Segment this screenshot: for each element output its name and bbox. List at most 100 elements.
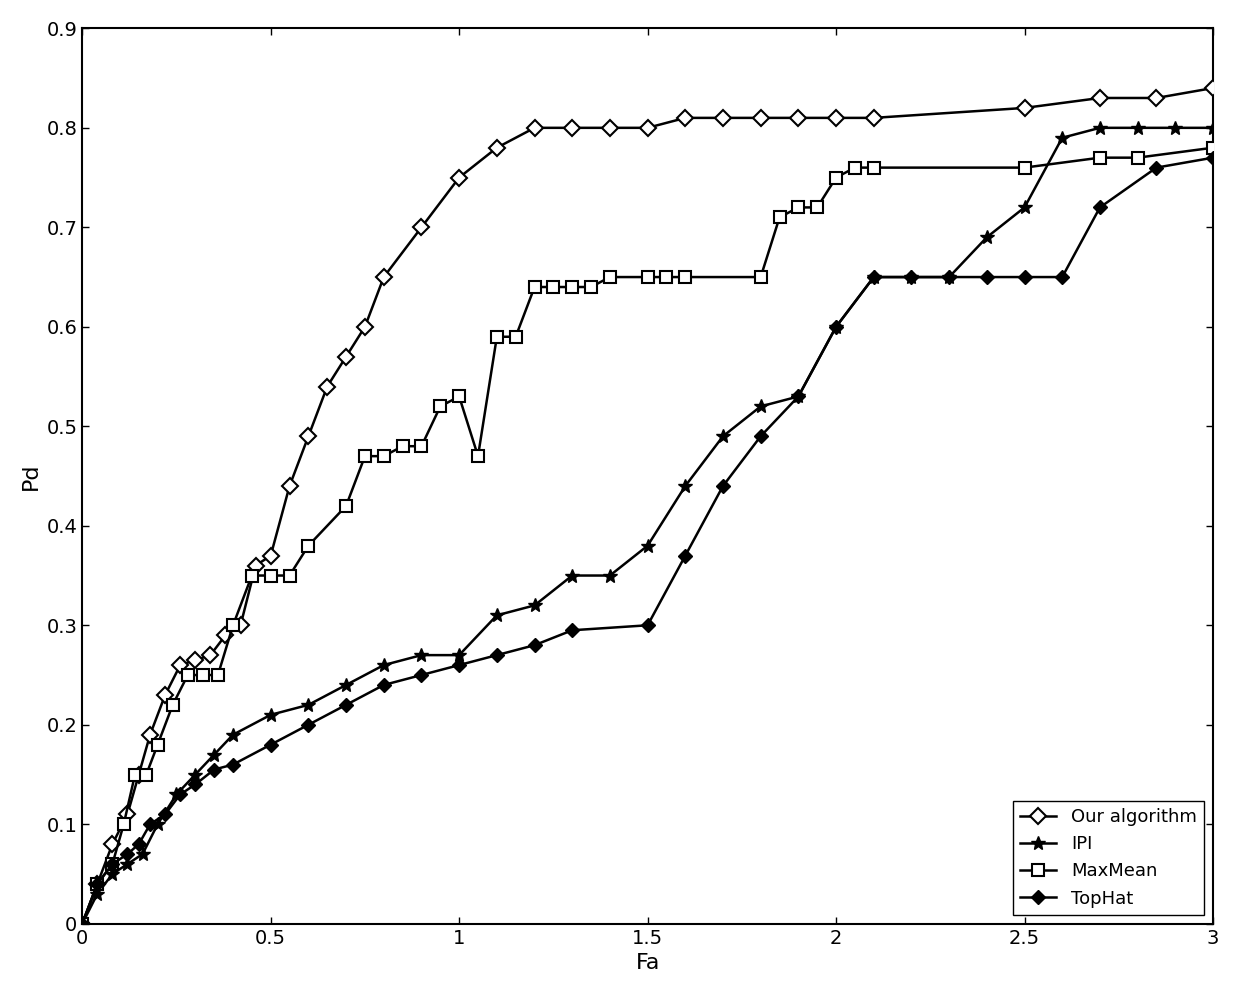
TopHat xyxy=(678,550,693,562)
Our algorithm xyxy=(188,654,203,666)
MaxMean xyxy=(396,440,410,452)
Our algorithm xyxy=(248,560,263,572)
Our algorithm xyxy=(283,480,298,492)
Our algorithm xyxy=(1017,102,1032,114)
Our algorithm xyxy=(490,142,505,154)
Our algorithm xyxy=(791,112,806,124)
Our algorithm xyxy=(1149,92,1164,104)
Legend: Our algorithm, IPI, MaxMean, TopHat: Our algorithm, IPI, MaxMean, TopHat xyxy=(1013,801,1204,914)
MaxMean xyxy=(301,540,316,552)
TopHat xyxy=(89,878,104,890)
Y-axis label: Pd: Pd xyxy=(21,462,41,490)
TopHat xyxy=(527,639,542,651)
Our algorithm xyxy=(451,172,466,184)
Our algorithm xyxy=(828,112,843,124)
Our algorithm xyxy=(603,122,618,134)
TopHat xyxy=(1149,162,1164,174)
IPI xyxy=(376,659,391,671)
TopHat xyxy=(828,321,843,333)
Our algorithm xyxy=(74,917,89,929)
TopHat xyxy=(143,818,157,830)
TopHat xyxy=(564,624,579,636)
Line: TopHat: TopHat xyxy=(77,153,1218,928)
MaxMean xyxy=(244,570,259,581)
IPI xyxy=(188,768,203,780)
TopHat xyxy=(753,430,768,442)
MaxMean xyxy=(584,281,599,293)
MaxMean xyxy=(791,202,806,214)
Our algorithm xyxy=(357,321,372,333)
MaxMean xyxy=(564,281,579,293)
IPI xyxy=(753,401,768,413)
IPI xyxy=(828,321,843,333)
MaxMean xyxy=(508,331,523,343)
MaxMean xyxy=(470,450,485,462)
MaxMean xyxy=(828,172,843,184)
Our algorithm xyxy=(233,619,248,631)
MaxMean xyxy=(1092,152,1107,164)
IPI xyxy=(120,858,135,870)
IPI xyxy=(1130,122,1145,134)
Our algorithm xyxy=(89,878,104,890)
Our algorithm xyxy=(105,838,120,850)
Our algorithm xyxy=(218,629,233,641)
Our algorithm xyxy=(376,271,391,283)
TopHat xyxy=(105,858,120,870)
TopHat xyxy=(1092,202,1107,214)
MaxMean xyxy=(89,878,104,890)
Our algorithm xyxy=(157,689,172,701)
Our algorithm xyxy=(753,112,768,124)
MaxMean xyxy=(357,450,372,462)
IPI xyxy=(226,729,241,741)
Our algorithm xyxy=(172,659,187,671)
TopHat xyxy=(490,649,505,661)
TopHat xyxy=(1205,152,1220,164)
Our algorithm xyxy=(640,122,655,134)
Our algorithm xyxy=(715,112,730,124)
MaxMean xyxy=(414,440,429,452)
MaxMean xyxy=(603,271,618,283)
Our algorithm xyxy=(203,649,218,661)
MaxMean xyxy=(1205,142,1220,154)
TopHat xyxy=(120,848,135,860)
MaxMean xyxy=(1130,152,1145,164)
IPI xyxy=(1017,202,1032,214)
TopHat xyxy=(226,758,241,770)
MaxMean xyxy=(640,271,655,283)
Our algorithm xyxy=(1205,83,1220,94)
IPI xyxy=(904,271,919,283)
MaxMean xyxy=(527,281,542,293)
TopHat xyxy=(301,719,316,731)
IPI xyxy=(135,848,150,860)
Our algorithm xyxy=(678,112,693,124)
IPI xyxy=(169,788,184,800)
MaxMean xyxy=(339,500,353,512)
MaxMean xyxy=(490,331,505,343)
IPI xyxy=(207,748,222,760)
IPI xyxy=(603,570,618,581)
MaxMean xyxy=(117,818,131,830)
Our algorithm xyxy=(564,122,579,134)
MaxMean xyxy=(678,271,693,283)
IPI xyxy=(301,699,316,711)
MaxMean xyxy=(546,281,560,293)
MaxMean xyxy=(753,271,768,283)
Line: Our algorithm: Our algorithm xyxy=(77,83,1219,929)
Our algorithm xyxy=(263,550,278,562)
MaxMean xyxy=(283,570,298,581)
MaxMean xyxy=(196,669,211,681)
MaxMean xyxy=(867,162,882,174)
IPI xyxy=(451,649,466,661)
IPI xyxy=(715,430,730,442)
IPI xyxy=(89,888,104,900)
IPI xyxy=(105,868,120,880)
Our algorithm xyxy=(301,430,316,442)
Our algorithm xyxy=(131,768,146,780)
TopHat xyxy=(207,763,222,775)
Our algorithm xyxy=(867,112,882,124)
MaxMean xyxy=(150,739,165,750)
Our algorithm xyxy=(320,381,335,393)
TopHat xyxy=(904,271,919,283)
TopHat xyxy=(172,788,187,800)
TopHat xyxy=(263,739,278,750)
